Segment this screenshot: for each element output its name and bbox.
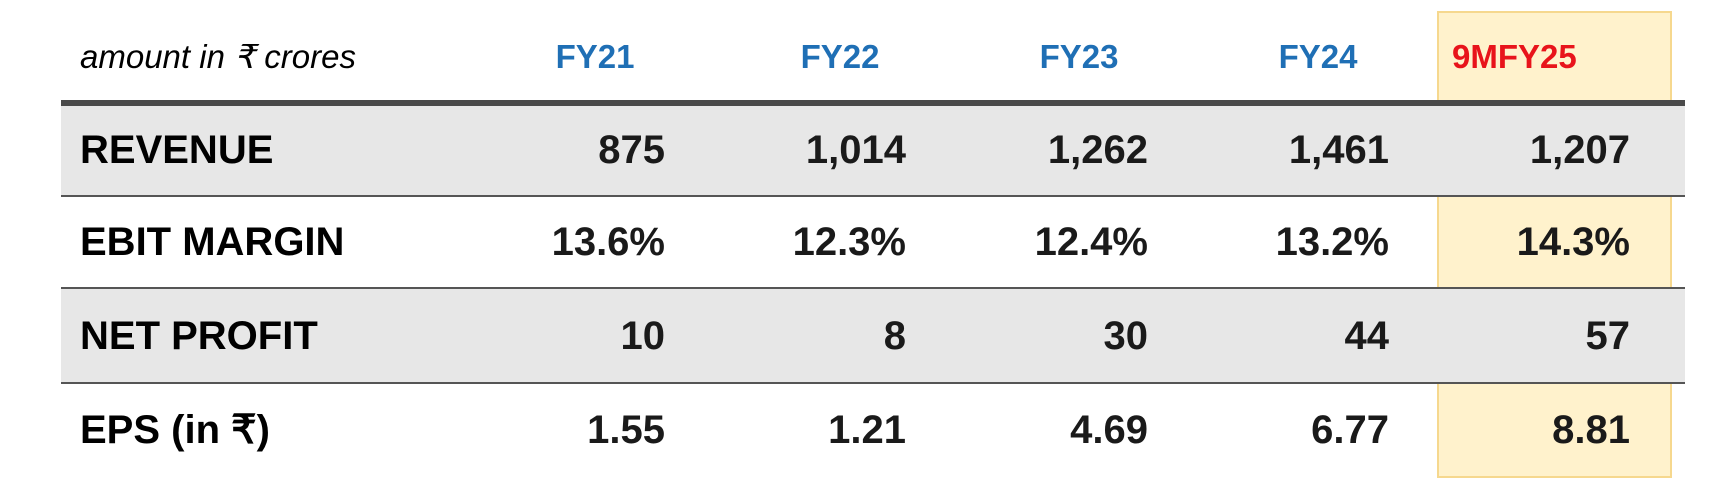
table-cell: 1.21: [828, 407, 906, 452]
table-cell: 12.4%: [1034, 220, 1148, 264]
header-rule: [61, 100, 1685, 106]
row-label: REVENUE: [80, 127, 274, 172]
row-divider: [61, 287, 1685, 289]
table-cell: 30: [1103, 313, 1149, 358]
row-label: EPS (in ₹): [80, 407, 270, 452]
row-label: NET PROFIT: [80, 313, 318, 358]
row-divider: [61, 382, 1685, 384]
column-header: FY23: [1039, 38, 1119, 75]
table-cell: 44: [1344, 313, 1390, 358]
table-cell: 1,262: [1047, 127, 1148, 172]
row-divider: [61, 195, 1685, 197]
table-cell: 1,461: [1288, 127, 1389, 172]
table-cell: 6.77: [1311, 407, 1389, 452]
table-cell: 8.81: [1552, 407, 1630, 452]
table-cell: 875: [598, 127, 665, 172]
table-cell: 8: [883, 313, 906, 358]
unit-label: amount in ₹ crores: [80, 38, 356, 75]
highlight-column: [1437, 11, 1672, 478]
table-cell: 10: [620, 313, 666, 358]
column-header: FY21: [555, 38, 635, 75]
table-cell: 14.3%: [1516, 220, 1630, 264]
column-header: 9MFY25: [1452, 38, 1577, 75]
table-cell: 13.2%: [1275, 220, 1389, 264]
column-header: FY24: [1278, 38, 1358, 75]
table-cell: 57: [1585, 313, 1631, 358]
table-cell: 1,014: [805, 127, 906, 172]
table-cell: 12.3%: [792, 220, 906, 264]
table-cell: 13.6%: [551, 220, 665, 264]
table-cell: 1.55: [587, 407, 665, 452]
column-header: FY22: [800, 38, 880, 75]
table-cell: 4.69: [1070, 407, 1148, 452]
row-background: [61, 288, 1685, 383]
row-label: EBIT MARGIN: [80, 220, 345, 264]
row-background: [61, 103, 1685, 196]
table-cell: 1,207: [1529, 127, 1630, 172]
